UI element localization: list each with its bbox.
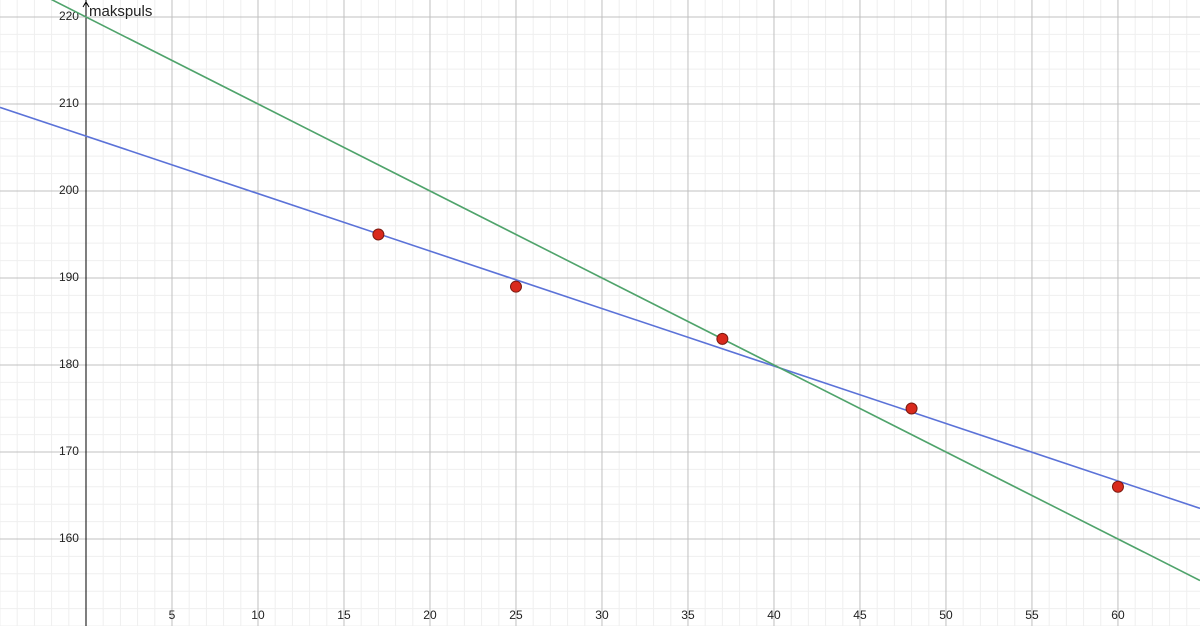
y-tick-label: 170: [59, 444, 79, 458]
y-tick-label: 200: [59, 183, 79, 197]
data-point: [1111, 480, 1124, 493]
y-tick-label: 160: [59, 531, 79, 545]
y-tick-label: 180: [59, 357, 79, 371]
data-point: [905, 402, 918, 415]
data-point: [509, 280, 522, 293]
x-tick-label: 10: [251, 608, 265, 622]
y-axis-label: makspuls: [89, 3, 152, 20]
x-tick-label: 50: [939, 608, 953, 622]
x-tick-label: 35: [681, 608, 695, 622]
marks: [0, 0, 1200, 582]
x-tick-label: 30: [595, 608, 609, 622]
axes: 5 10 15 20 25 30 35 40 45 50 55 60 160 170 180 190 200 21…: [59, 0, 1125, 626]
data-point: [716, 332, 729, 345]
y-tick-label: 220: [59, 9, 79, 23]
x-tick-label: 15: [337, 608, 351, 622]
x-tick-label: 40: [767, 608, 781, 622]
y-tick-label: 190: [59, 270, 79, 284]
y-axis-arrow: [82, 1, 90, 8]
x-tick-label: 60: [1111, 608, 1125, 622]
x-tick-label: 45: [853, 608, 867, 622]
data-point: [372, 228, 385, 241]
x-tick-label: 20: [423, 608, 437, 622]
y-tick-label: 210: [59, 96, 79, 110]
x-tick-label: 55: [1025, 608, 1039, 622]
fit-line: [0, 106, 1200, 510]
x-tick-label: 5: [169, 608, 176, 622]
fit-line: [50, 0, 1200, 582]
x-tick-label: 25: [509, 608, 523, 622]
